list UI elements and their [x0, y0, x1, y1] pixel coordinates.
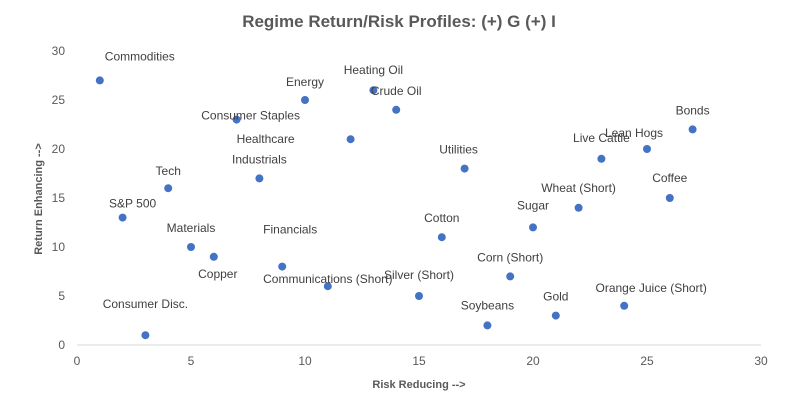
data-label: Heating Oil	[344, 63, 403, 77]
data-point	[209, 252, 218, 261]
x-tick-label: 0	[74, 354, 81, 368]
data-label: Silver (Short)	[384, 268, 454, 282]
data-point	[665, 194, 674, 202]
data-point	[278, 262, 287, 271]
data-label: Communications (Short)	[263, 272, 392, 286]
data-point	[688, 125, 697, 134]
data-label: Materials	[167, 221, 216, 235]
x-tick-label: 25	[640, 354, 654, 368]
data-point	[232, 115, 241, 124]
data-point	[460, 164, 469, 173]
data-label: Sugar	[517, 198, 549, 212]
data-point	[164, 184, 173, 193]
x-tick-label: 20	[526, 354, 540, 368]
data-label: S&P 500	[109, 197, 156, 211]
data-label: Orange Juice (Short)	[596, 281, 707, 295]
data-label: Consumer Disc.	[103, 297, 188, 311]
data-label: Lean Hogs	[605, 126, 663, 140]
data-point	[643, 145, 651, 153]
data-point	[551, 311, 560, 320]
data-point	[369, 86, 378, 95]
y-axis-title: Return Enhancing -->	[33, 143, 45, 255]
data-point	[574, 203, 583, 212]
y-tick-label: 0	[58, 338, 65, 352]
tick-labels: 0 5 10 15 20 25 30 0 5 10 15 20 25 30	[52, 44, 768, 368]
data-point	[597, 154, 606, 163]
chart-title: Regime Return/Risk Profiles: (+) G (+) I	[242, 12, 556, 31]
data-label: Bonds	[676, 103, 710, 117]
data-label: Tech	[156, 164, 181, 178]
data-label: Corn (Short)	[477, 250, 543, 264]
data-point	[529, 223, 537, 232]
data-label: Crude Oil	[371, 84, 422, 98]
y-tick-label: 20	[52, 142, 66, 156]
x-tick-label: 15	[412, 354, 426, 368]
x-tick-label: 5	[188, 354, 195, 368]
data-label: Cotton	[424, 211, 459, 225]
data-point	[95, 76, 104, 85]
data-point	[415, 292, 423, 300]
data-label: Soybeans	[461, 298, 514, 312]
y-tick-label: 5	[58, 289, 65, 303]
data-point	[255, 174, 264, 183]
y-tick-label: 25	[52, 93, 66, 107]
y-tick-label: 15	[52, 191, 66, 205]
data-label: Gold	[543, 290, 568, 304]
data-label: Commodities	[105, 49, 175, 63]
data-points	[95, 76, 697, 340]
data-point	[187, 243, 195, 251]
data-point	[141, 331, 150, 340]
y-tick-label: 30	[52, 44, 66, 58]
data-label: Coffee	[652, 171, 687, 185]
data-label: Consumer Staples	[201, 109, 300, 123]
data-point	[346, 135, 355, 144]
data-label: Energy	[286, 75, 324, 89]
x-axis-title: Risk Reducing -->	[372, 379, 465, 391]
x-tick-label: 30	[754, 354, 768, 368]
data-label: Wheat (Short)	[541, 181, 616, 195]
data-point	[620, 301, 629, 310]
data-point	[483, 321, 492, 330]
data-label: Copper	[198, 267, 237, 281]
data-point	[323, 282, 332, 291]
data-label: Financials	[263, 223, 317, 237]
data-point	[392, 105, 401, 114]
data-point	[506, 272, 515, 281]
y-tick-label: 10	[52, 240, 66, 254]
data-point	[301, 96, 309, 104]
data-point	[118, 213, 127, 222]
data-label: Healthcare	[237, 132, 295, 146]
data-label: Live Cattle	[573, 131, 630, 145]
point-labels: Commodities S&P 500 Consumer Disc. Tech Mate…	[103, 49, 710, 312]
x-tick-label: 10	[298, 354, 312, 368]
data-label: Industrials	[232, 152, 287, 166]
data-point	[437, 233, 446, 242]
data-label: Utilities	[439, 143, 478, 157]
